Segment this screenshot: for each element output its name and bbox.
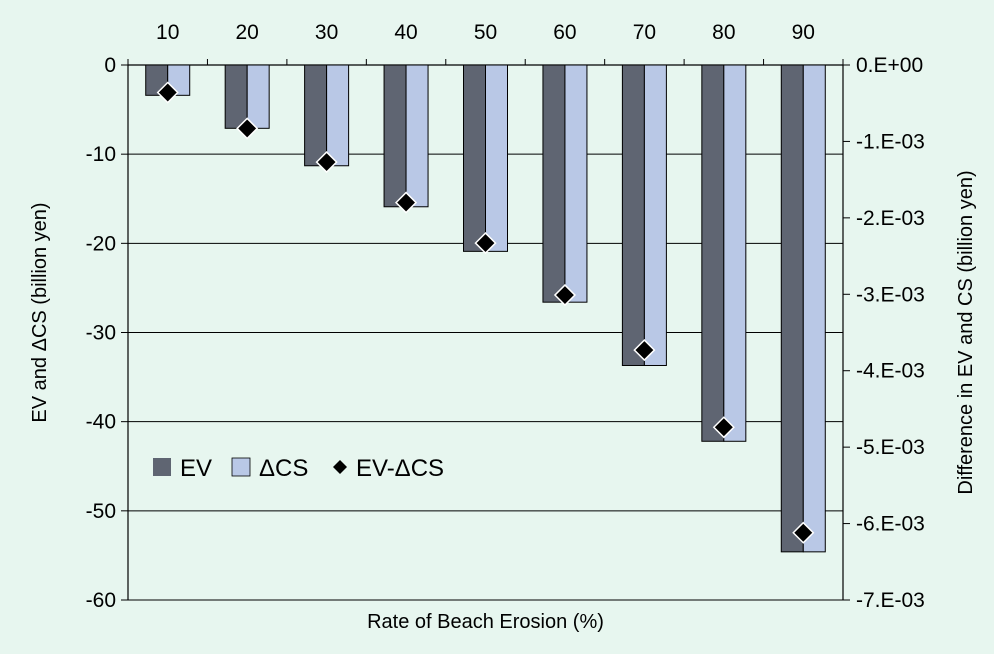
bar-ev — [701, 64, 725, 442]
left-tick-label: -20 — [86, 232, 116, 255]
bar-ev — [542, 64, 566, 303]
marker-ev-dcs — [394, 191, 418, 214]
marker-ev-dcs — [236, 117, 259, 140]
left-tick-label: -40 — [86, 411, 116, 434]
marker-ev-dcs — [474, 232, 497, 255]
marker-ev-dcs — [792, 521, 815, 544]
marker-ev-dcs — [156, 81, 179, 104]
x-tick-label: 80 — [712, 21, 735, 44]
x-tick-label: 30 — [315, 21, 338, 44]
marker-ev-dcs — [712, 416, 735, 439]
x-tick-label: 50 — [474, 21, 497, 44]
bar-ev — [383, 64, 407, 208]
bar-dcs — [246, 64, 270, 129]
legend-swatch-dcs — [231, 457, 251, 477]
marker-ev-dcs — [553, 283, 577, 307]
bar-dcs — [326, 64, 350, 167]
left-axis-title: EV and ΔCS (billion yen) — [29, 202, 51, 422]
legend-label-ev: EV — [180, 455, 212, 482]
right-axis-title: Difference in EV and CS (billion yen) — [955, 170, 977, 494]
bar-ev — [224, 64, 248, 129]
x-axis-title: Rate of Beach Erosion (%) — [367, 611, 604, 633]
bar-dcs — [564, 64, 588, 303]
legend-swatch-ev — [153, 458, 171, 476]
x-tick-label: 60 — [553, 21, 576, 44]
x-tick-label: 20 — [235, 21, 258, 44]
left-tick-label: -50 — [86, 500, 116, 523]
right-tick-label: -6.E-03 — [856, 513, 925, 536]
legend-marker-ev-dcs — [333, 460, 347, 474]
bar-dcs — [405, 64, 429, 208]
left-tick-label: -60 — [86, 589, 116, 612]
bar-dcs — [723, 64, 747, 442]
x-tick-label: 10 — [156, 21, 179, 44]
right-tick-label: -3.E-03 — [856, 283, 925, 306]
right-tick-label: -2.E-03 — [856, 207, 925, 230]
right-tick-label: -4.E-03 — [856, 360, 925, 383]
bar-ev — [780, 64, 804, 553]
x-tick-label: 90 — [792, 21, 815, 44]
right-tick-label: 0.E+00 — [856, 54, 923, 77]
bar-ev — [621, 64, 645, 366]
marker-ev-dcs — [633, 339, 656, 362]
bar-dcs — [802, 64, 826, 553]
right-tick-label: -7.E-03 — [856, 589, 925, 612]
bar-ev — [463, 64, 486, 252]
bar-dcs — [643, 64, 667, 366]
right-tick-label: -5.E-03 — [856, 436, 925, 459]
left-tick-label: -10 — [86, 143, 116, 166]
bar-dcs — [485, 64, 508, 252]
legend-label-dcs: ΔCS — [259, 455, 308, 482]
x-tick-label: 70 — [633, 21, 656, 44]
legend-label-ev-dcs: EV-ΔCS — [356, 455, 444, 482]
left-tick-label: -30 — [86, 322, 116, 345]
left-tick-label: 0 — [104, 54, 116, 77]
x-tick-label: 40 — [394, 21, 417, 44]
right-tick-label: -1.E-03 — [856, 130, 925, 153]
marker-ev-dcs — [315, 151, 338, 174]
bar-ev — [304, 64, 328, 167]
